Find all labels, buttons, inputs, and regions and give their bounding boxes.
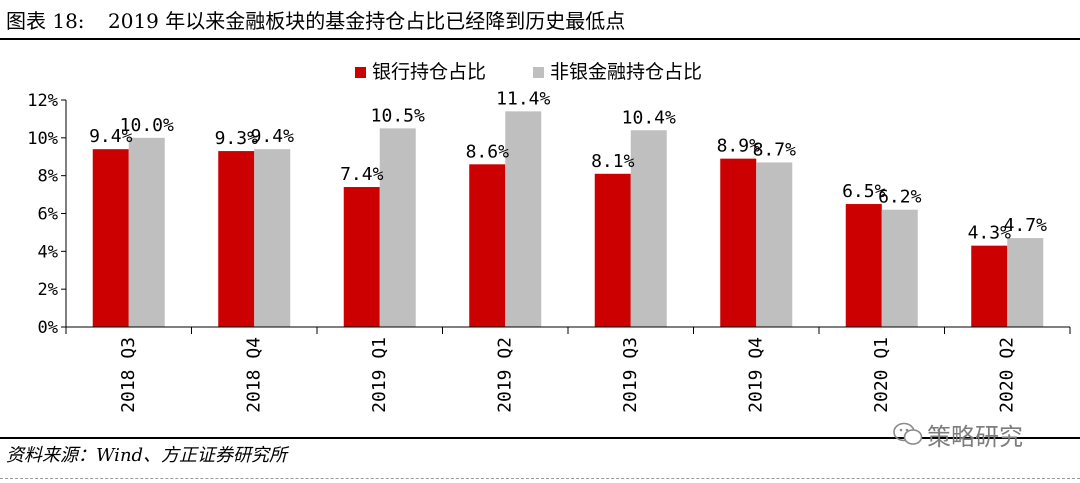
bar-bank-1 [218,151,255,327]
bar-non-bank-5 [756,162,793,327]
bar-chart: 银行持仓占比 非银金融持仓占比 9.4% 9.3%7.4%8.6% 8.1%8.9%… [27,61,1071,413]
x-tick-label-0: 2018 Q3 [118,337,139,413]
bar-non-bank-0 [128,137,165,327]
x-axis: 2018 Q3 2018 Q4 2019 Q1 2019 Q2 2019 Q3 2019 … [65,326,1071,413]
value-label-non-bank-3: 11.4% [496,88,550,109]
value-label-non-bank-4: 10.4% [622,107,676,128]
bar-non-bank-3 [505,111,542,327]
value-label-non-bank-0: 10.0% [120,115,174,136]
x-tick-label-5: 2019 Q4 [745,337,766,413]
x-tick-label-4: 2019 Q3 [620,337,641,413]
bottom-rule [0,437,1080,439]
y-tick-label-3: 6% [38,205,58,225]
figure-label: 图表 18: [6,9,85,33]
value-label-bank-0: 9.4% [89,126,133,147]
y-tick-label-2: 4% [38,242,58,262]
value-label-non-bank-5: 8.7% [753,139,797,160]
value-label-bank-4: 8.1% [591,151,635,172]
wechat-icon [893,421,923,456]
bar-bank-3 [469,164,506,327]
value-label-bank-1: 9.3% [215,128,259,149]
bar-bank-7 [971,245,1008,327]
value-label-non-bank-1: 9.4% [251,126,295,147]
legend-swatch-bank [355,67,366,78]
value-label-non-bank-7: 4.7% [1004,215,1048,236]
x-tick-label-1: 2018 Q4 [243,337,264,413]
y-tick-label-1: 2% [38,280,58,300]
x-tick-label-7: 2020 Q2 [996,337,1017,413]
x-tick-label-3: 2019 Q2 [494,337,515,413]
bars [92,111,1044,327]
legend-label-non-bank: 非银金融持仓占比 [550,61,702,83]
x-tick-label-2: 2019 Q1 [369,337,390,413]
bar-bank-5 [720,158,757,327]
value-label-bank-6: 6.5% [842,181,886,202]
x-tick-label-6: 2020 Q1 [871,337,892,413]
figure-title: 2019 年以来金融板块的基金持仓占比已经降到历史最低点 [108,9,626,33]
legend: 银行持仓占比 非银金融持仓占比 [355,61,702,83]
value-label-non-bank-6: 6.2% [878,187,922,208]
legend-label-bank: 银行持仓占比 [372,61,486,83]
watermark: 策略研究 [893,420,1023,454]
value-label-bank-2: 7.4% [340,164,384,185]
bar-bank-0 [92,149,129,327]
legend-swatch-non-bank [533,67,544,78]
bar-non-bank-4 [630,130,667,327]
source-note: 资料来源：Wind、方正证券研究所 [6,445,288,466]
top-rule [0,38,1080,40]
bar-non-bank-7 [1007,238,1044,327]
value-labels: 9.4% 9.3%7.4%8.6% 8.1%8.9%6.5%4.3%10.0%9.4… [89,88,1047,243]
value-label-bank-3: 8.6% [466,141,510,162]
watermark-text: 策略研究 [927,423,1023,451]
bar-non-bank-6 [881,209,918,327]
y-tick-label-0: 0% [38,318,58,338]
y-tick-label-5: 10% [27,129,58,149]
y-tick-label-4: 8% [38,167,58,187]
bar-non-bank-1 [254,149,291,327]
bar-bank-4 [594,173,631,327]
value-label-bank-7: 4.3% [968,223,1012,244]
bar-bank-2 [343,187,380,327]
value-label-bank-5: 8.9% [717,136,761,157]
bar-bank-6 [845,204,882,327]
dashed-rule [0,478,1080,479]
y-tick-label-6: 12% [27,91,58,111]
bar-non-bank-2 [379,128,416,327]
value-label-non-bank-2: 10.5% [371,105,425,126]
y-axis: 0% 2% 4% 6% 8% 10% 12% [27,91,67,338]
